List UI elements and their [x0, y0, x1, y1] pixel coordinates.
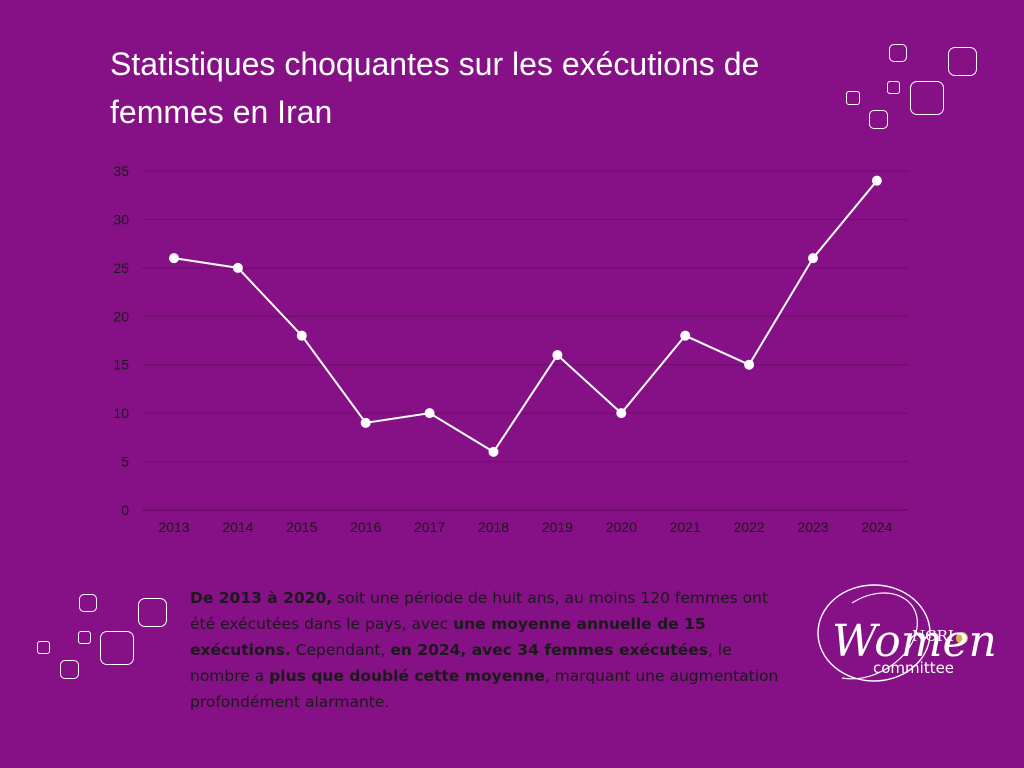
y-tick-label: 35	[113, 163, 129, 179]
data-point	[808, 253, 818, 264]
y-tick-label: 10	[113, 405, 129, 421]
data-point	[616, 408, 627, 419]
data-point	[680, 330, 691, 341]
series-line	[173, 180, 878, 454]
decor-square	[78, 631, 91, 644]
caption-text-3: , le nombre a	[190, 641, 732, 685]
caption-text: De 2013 à 2020, soit une période de huit…	[190, 585, 790, 715]
x-tick-label: 2019	[542, 519, 573, 535]
caption-text-4: , marquant une augmentation profondément…	[190, 667, 779, 711]
logo-ncri-text: NCRI	[912, 627, 954, 645]
caption-bold-2: une moyenne annuelle de 15 exécutions.	[190, 615, 706, 659]
x-tick-label: 2016	[350, 519, 381, 535]
decor-square	[37, 641, 50, 654]
decor-square	[869, 110, 888, 129]
caption-text-2: Cependant,	[290, 641, 391, 659]
decor-square	[138, 598, 167, 627]
x-tick-label: 2020	[606, 519, 637, 535]
caption-bold-3: en 2024, avec 34 femmes exécutées	[390, 641, 708, 659]
data-point	[744, 359, 755, 370]
data-point	[488, 446, 499, 457]
ncri-women-committee-logo	[817, 584, 968, 682]
logo-committee-text: committee	[873, 659, 955, 677]
x-tick-label: 2021	[670, 519, 701, 535]
decor-square	[79, 594, 97, 612]
x-tick-label: 2015	[286, 519, 317, 535]
decor-square	[889, 44, 907, 62]
data-point	[232, 262, 243, 273]
line-chart: 0 5 10 15 20 25 30 35 2013 2014 2015 2016 2017 2018 2…	[113, 163, 908, 535]
data-point	[169, 253, 179, 264]
chart-title: Statistiques choquantes sur les exécutio…	[110, 46, 760, 130]
x-tick-label: 2022	[734, 519, 765, 535]
x-tick-label: 2014	[222, 519, 253, 535]
data-point	[871, 175, 882, 186]
decor-square	[846, 91, 860, 105]
x-tick-label: 2017	[414, 519, 445, 535]
decor-square	[60, 660, 79, 679]
data-point	[360, 417, 371, 428]
decor-square	[887, 81, 900, 94]
data-point	[424, 408, 435, 419]
y-tick-label: 30	[113, 211, 129, 227]
y-tick-label: 20	[113, 308, 129, 324]
data-point	[552, 350, 563, 361]
y-tick-label: 5	[121, 454, 129, 470]
decor-square	[910, 81, 944, 115]
y-tick-label: 0	[121, 502, 129, 518]
caption-bold-4: plus que doublé cette moyenne	[269, 667, 545, 685]
y-tick-label: 25	[113, 260, 129, 276]
x-tick-label: 2024	[861, 519, 892, 535]
x-tick-label: 2023	[797, 519, 828, 535]
x-tick-label: 2013	[158, 519, 189, 535]
data-point	[296, 330, 307, 341]
y-tick-label: 15	[113, 357, 129, 373]
logo-women-text: Women	[832, 616, 997, 667]
decor-square	[948, 47, 977, 76]
caption-bold-1: De 2013 à 2020,	[190, 589, 333, 607]
decor-square	[100, 631, 134, 665]
x-tick-label: 2018	[478, 519, 509, 535]
caption-text-1: soit une période de huit ans, au moins 1…	[190, 589, 769, 633]
